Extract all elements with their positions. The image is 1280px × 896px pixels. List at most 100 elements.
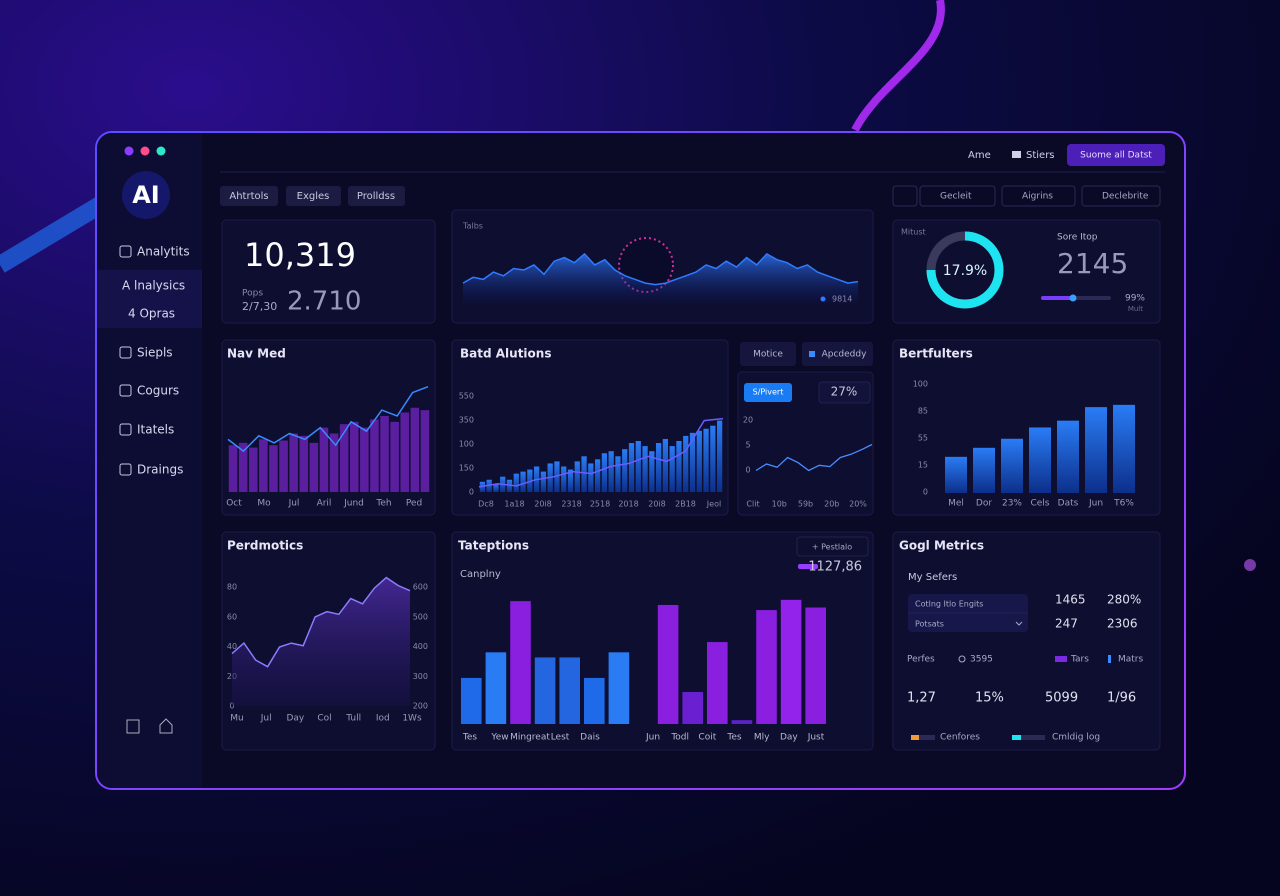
- bar: [561, 466, 567, 492]
- card-title: Nav Med: [227, 347, 286, 361]
- x-tick-label: Teh: [375, 499, 391, 509]
- x-tick-label: Day: [780, 733, 798, 743]
- dropdown-option[interactable]: Cotlng Itlo Engits: [915, 600, 983, 609]
- x-tick-label: Day: [286, 714, 304, 724]
- bar: [329, 433, 339, 492]
- bar: [805, 607, 826, 724]
- bar: [682, 692, 703, 724]
- nav-icon: [119, 245, 132, 258]
- filter[interactable]: [919, 185, 996, 207]
- filter-label: Aigrins: [1022, 192, 1053, 202]
- x-tick-label: Dais: [580, 733, 600, 743]
- x-tick-label: Clit: [746, 500, 759, 509]
- nav-item[interactable]: Analytits: [137, 245, 190, 259]
- nav-item[interactable]: Siepls: [137, 346, 173, 360]
- progress-knob: [1069, 294, 1077, 302]
- bar: [269, 445, 278, 492]
- button[interactable]: [744, 383, 792, 402]
- top-button[interactable]: [1067, 144, 1165, 166]
- dot: [156, 146, 166, 156]
- dropdown-option[interactable]: Potsats: [915, 620, 944, 629]
- bar: [756, 610, 777, 724]
- filter-label: Apcdeddy: [822, 350, 867, 360]
- nav-item[interactable]: Itatels: [137, 423, 174, 437]
- x-tick-label: Mel: [948, 499, 964, 509]
- legend-label: Cmldig log: [1052, 733, 1100, 743]
- top-link[interactable]: Stiers: [1026, 150, 1055, 161]
- icon[interactable]: [159, 718, 173, 734]
- filter-label: Gecleit: [940, 192, 972, 202]
- metric: 2306: [1107, 617, 1138, 631]
- dot: [124, 146, 134, 156]
- bar: [707, 642, 728, 724]
- nav-item[interactable]: Cogurs: [137, 384, 179, 398]
- bar: [608, 652, 630, 724]
- filter-label: Declebrite: [1102, 192, 1149, 202]
- bar: [238, 442, 248, 492]
- nav-item[interactable]: 4 Opras: [128, 307, 175, 321]
- nav-item[interactable]: A lnalysics: [122, 279, 185, 293]
- y-tick-label: 200: [413, 702, 428, 711]
- legend-dot: [820, 296, 826, 302]
- tab-label: Prolldss: [357, 191, 395, 202]
- x-tick-label: Aril: [317, 499, 332, 509]
- x-tick-label: 10b: [772, 500, 787, 509]
- bar: [309, 442, 319, 492]
- bar: [527, 469, 533, 492]
- bar: [339, 424, 349, 492]
- bar: [1113, 404, 1135, 493]
- label: 3595: [970, 655, 993, 665]
- nav-active: [97, 270, 202, 328]
- button-label: Suome all Datst: [1080, 151, 1152, 161]
- bar: [289, 433, 298, 492]
- filter[interactable]: [892, 185, 918, 207]
- button-label: S/Pivert: [753, 388, 784, 397]
- tab[interactable]: [348, 186, 405, 206]
- filter[interactable]: [1081, 185, 1161, 207]
- y-tick-label: 500: [413, 612, 428, 621]
- icon[interactable]: [126, 719, 140, 734]
- card-title: Gogl Metrics: [899, 539, 984, 553]
- label: Pops: [242, 289, 263, 299]
- bar: [248, 447, 258, 492]
- tab[interactable]: [220, 186, 278, 206]
- x-tick-label: Tull: [345, 714, 361, 724]
- nav-item[interactable]: Draings: [137, 463, 183, 477]
- filter[interactable]: [1001, 185, 1076, 207]
- filter[interactable]: [740, 342, 796, 366]
- y-tick-label: 60: [227, 612, 237, 621]
- bar: [319, 427, 329, 492]
- x-tick-label: Mingreat: [510, 733, 550, 743]
- x-tick-label: Lest: [551, 733, 570, 743]
- nav-icon: [119, 384, 132, 397]
- bar: [635, 441, 641, 492]
- tab-label: Ahtrtols: [229, 191, 268, 202]
- x-tick-label: Yew: [490, 733, 508, 743]
- top-link[interactable]: Ame: [968, 150, 991, 161]
- label: Matrs: [1118, 655, 1144, 665]
- y-tick-label: 550: [459, 392, 474, 401]
- y-tick-label: 85: [918, 407, 928, 416]
- y-tick-label: 100: [913, 380, 928, 389]
- score: 2145: [1057, 247, 1128, 280]
- tab[interactable]: [286, 186, 341, 206]
- glow-line: [851, 0, 945, 132]
- filter[interactable]: [796, 536, 869, 557]
- line: [755, 443, 873, 472]
- bar: [683, 435, 689, 492]
- icon: [958, 655, 966, 663]
- x-tick-label: Dats: [1058, 499, 1079, 509]
- stat: 5099: [1045, 691, 1078, 706]
- x-tick-label: Todl: [670, 733, 689, 743]
- x-tick-label: Jeol: [706, 500, 721, 509]
- x-tick-label: Jun: [1088, 499, 1103, 509]
- x-tick-label: 2318: [561, 500, 581, 509]
- bar: [584, 677, 605, 724]
- y-tick-label: 15: [918, 461, 928, 470]
- bar: [608, 451, 614, 492]
- filter[interactable]: [802, 342, 873, 366]
- bar: [520, 471, 526, 492]
- legend-label: Cenfores: [940, 733, 980, 743]
